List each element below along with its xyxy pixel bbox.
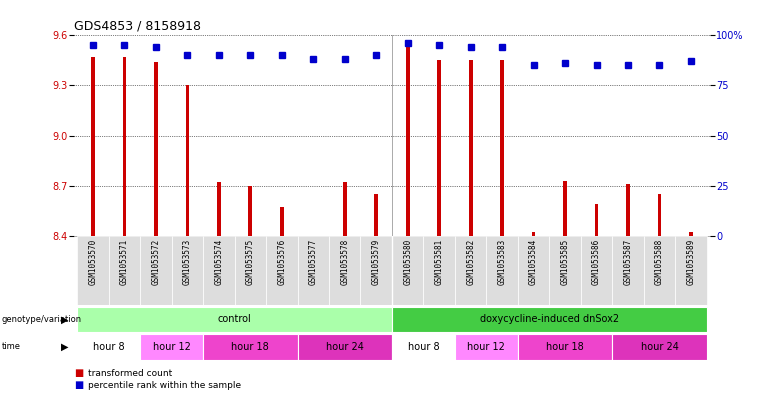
Bar <box>108 236 140 305</box>
Bar <box>343 182 346 236</box>
Bar <box>235 236 266 305</box>
Bar <box>644 236 675 305</box>
Text: GSM1053588: GSM1053588 <box>655 239 664 285</box>
Text: GSM1053573: GSM1053573 <box>183 239 192 285</box>
Text: GSM1053571: GSM1053571 <box>120 239 129 285</box>
Bar <box>77 334 140 360</box>
Bar <box>612 236 644 305</box>
Bar <box>217 182 221 236</box>
Bar <box>518 236 549 305</box>
Bar <box>91 57 95 236</box>
Bar <box>689 233 693 236</box>
Text: GSM1053580: GSM1053580 <box>403 239 412 285</box>
Bar <box>280 208 284 236</box>
Bar <box>186 85 190 236</box>
Text: hour 18: hour 18 <box>232 342 269 352</box>
Text: GSM1053572: GSM1053572 <box>151 239 161 285</box>
Text: hour 8: hour 8 <box>93 342 125 352</box>
Bar <box>172 236 203 305</box>
Text: percentile rank within the sample: percentile rank within the sample <box>88 381 241 389</box>
Text: hour 24: hour 24 <box>640 342 679 352</box>
Text: GSM1053583: GSM1053583 <box>498 239 506 285</box>
Bar <box>297 236 329 305</box>
Bar <box>594 204 598 236</box>
Bar <box>266 236 297 305</box>
Text: GSM1053582: GSM1053582 <box>466 239 475 285</box>
Text: GSM1053579: GSM1053579 <box>372 239 381 285</box>
Text: GSM1053576: GSM1053576 <box>278 239 286 285</box>
Bar <box>249 186 252 236</box>
Text: GSM1053585: GSM1053585 <box>561 239 569 285</box>
Text: transformed count: transformed count <box>88 369 172 378</box>
Text: control: control <box>218 314 251 324</box>
Text: GSM1053581: GSM1053581 <box>434 239 444 285</box>
Bar <box>297 334 392 360</box>
Text: GSM1053587: GSM1053587 <box>623 239 633 285</box>
Text: ■: ■ <box>74 380 83 390</box>
Bar <box>392 236 424 305</box>
Bar <box>77 236 108 305</box>
Bar <box>154 62 158 236</box>
Text: GSM1053570: GSM1053570 <box>88 239 98 285</box>
Bar <box>675 236 707 305</box>
Bar <box>406 40 410 236</box>
Bar <box>392 307 707 332</box>
Bar <box>658 194 661 236</box>
Bar <box>469 61 473 236</box>
Text: doxycycline-induced dnSox2: doxycycline-induced dnSox2 <box>480 314 619 324</box>
Bar <box>518 334 612 360</box>
Bar <box>424 236 455 305</box>
Text: GDS4853 / 8158918: GDS4853 / 8158918 <box>74 20 201 33</box>
Text: hour 18: hour 18 <box>546 342 584 352</box>
Text: GSM1053589: GSM1053589 <box>686 239 696 285</box>
Bar <box>455 236 487 305</box>
Bar <box>532 233 535 236</box>
Bar <box>374 194 378 236</box>
Bar <box>122 57 126 236</box>
Text: GSM1053574: GSM1053574 <box>215 239 223 285</box>
Text: ■: ■ <box>74 368 83 378</box>
Text: time: time <box>2 342 20 351</box>
Bar <box>329 236 360 305</box>
Bar <box>77 307 392 332</box>
Text: GSM1053584: GSM1053584 <box>529 239 538 285</box>
Text: ▶: ▶ <box>61 314 69 324</box>
Bar <box>455 334 518 360</box>
Text: hour 24: hour 24 <box>326 342 363 352</box>
Text: GSM1053575: GSM1053575 <box>246 239 255 285</box>
Bar <box>140 236 172 305</box>
Text: hour 8: hour 8 <box>408 342 439 352</box>
Text: GSM1053577: GSM1053577 <box>309 239 317 285</box>
Text: GSM1053578: GSM1053578 <box>340 239 349 285</box>
Bar <box>392 334 455 360</box>
Text: hour 12: hour 12 <box>467 342 505 352</box>
Bar <box>140 334 203 360</box>
Bar <box>203 334 297 360</box>
Text: ▶: ▶ <box>61 342 69 352</box>
Bar <box>438 61 441 236</box>
Text: GSM1053586: GSM1053586 <box>592 239 601 285</box>
Bar <box>487 236 518 305</box>
Bar <box>626 184 630 236</box>
Bar <box>549 236 581 305</box>
Bar <box>500 61 504 236</box>
Bar <box>360 236 392 305</box>
Text: hour 12: hour 12 <box>153 342 190 352</box>
Bar <box>203 236 235 305</box>
Text: genotype/variation: genotype/variation <box>2 315 82 324</box>
Bar <box>612 334 707 360</box>
Bar <box>581 236 612 305</box>
Bar <box>563 181 567 236</box>
